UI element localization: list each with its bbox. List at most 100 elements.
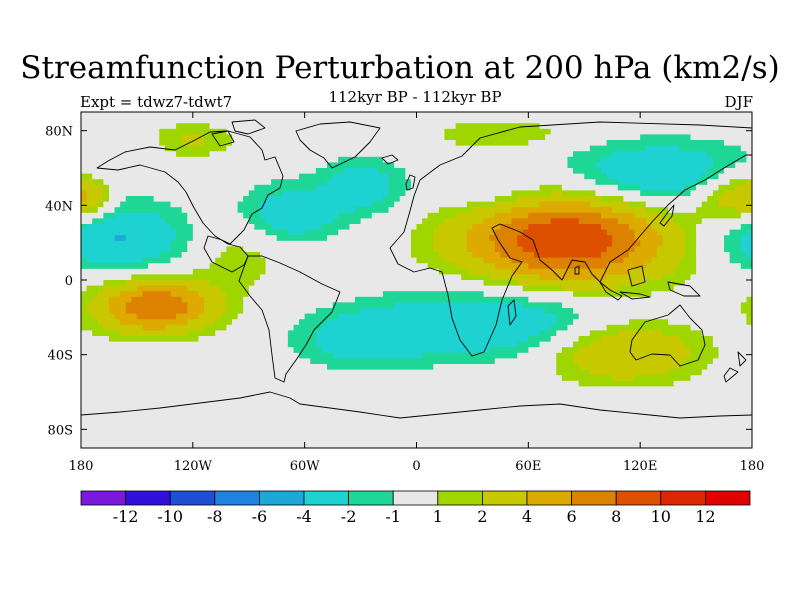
field-cell <box>606 229 636 236</box>
colorbar-swatch <box>571 490 617 506</box>
field-cell <box>606 274 664 281</box>
colorbar-swatch <box>125 490 171 506</box>
field-cell <box>81 201 99 208</box>
field-cell <box>612 207 647 214</box>
field-cell <box>729 229 747 236</box>
field-cell <box>170 291 200 298</box>
lon-tick-label: 60W <box>290 459 321 474</box>
field-cell <box>707 168 725 175</box>
lon-tick-label: 180 <box>740 459 765 474</box>
field-cell <box>539 341 574 348</box>
field-cell <box>315 330 541 337</box>
field-cell <box>606 324 692 331</box>
field-cell <box>231 319 300 326</box>
field-cell <box>701 369 752 376</box>
field-cell <box>388 190 406 197</box>
field-cell <box>394 302 524 309</box>
field-cell <box>483 218 513 225</box>
field-cell <box>321 347 490 354</box>
field-cell <box>360 218 423 225</box>
field-cell <box>628 252 658 259</box>
field-cell <box>332 302 395 309</box>
field-cell <box>176 123 211 130</box>
field-cell <box>176 313 200 320</box>
lat-tick-label: 0 <box>65 274 73 289</box>
field-cell <box>81 302 88 309</box>
field-cell <box>539 274 608 281</box>
field-cell <box>573 151 613 158</box>
field-cell <box>684 280 752 287</box>
field-cell <box>271 179 328 186</box>
field-cell <box>696 252 731 259</box>
field-cell <box>668 369 703 376</box>
field-cell <box>444 218 485 225</box>
field-cell <box>81 403 752 410</box>
field-cell <box>662 330 703 337</box>
field-cell <box>243 196 267 203</box>
field-cell <box>226 128 446 135</box>
field-cell <box>511 257 624 264</box>
colorbar-label: -4 <box>296 507 312 526</box>
field-cell <box>114 235 127 242</box>
field-cell <box>159 212 188 219</box>
field-cell <box>645 280 686 287</box>
field-cell <box>103 184 110 191</box>
field-cell <box>612 240 641 247</box>
field-cell <box>120 291 144 298</box>
field-cell <box>528 336 552 343</box>
field-cell <box>427 212 457 219</box>
field-cell <box>634 246 658 253</box>
field-cell <box>494 212 529 219</box>
field-cell <box>209 123 457 130</box>
field-cell <box>740 235 752 242</box>
field-cell <box>81 308 88 315</box>
field-cell <box>405 168 574 175</box>
field-cell <box>539 184 563 191</box>
field-cell <box>92 330 121 337</box>
field-cell <box>81 380 580 387</box>
field-cell <box>265 229 289 236</box>
field-cell <box>81 123 177 130</box>
field-cell <box>81 207 88 214</box>
field-cell <box>81 414 752 421</box>
field-cell <box>645 207 669 214</box>
field-cell <box>561 347 580 354</box>
field-cell <box>192 224 255 231</box>
field-cell <box>332 218 362 225</box>
field-cell <box>81 134 160 141</box>
field-cell <box>623 196 708 203</box>
field-cell <box>360 308 546 315</box>
field-cell <box>690 190 714 197</box>
field-cell <box>265 196 384 203</box>
field-cell <box>746 319 752 326</box>
field-cell <box>181 252 222 259</box>
field-cell <box>237 207 261 214</box>
field-cell <box>226 296 244 303</box>
field-cell <box>142 324 166 331</box>
field-cell <box>601 336 680 343</box>
field-cell <box>612 151 708 158</box>
field-cell <box>81 352 300 359</box>
field-cell <box>651 257 680 264</box>
field-cell <box>718 173 752 180</box>
field-cell <box>483 280 518 287</box>
field-cell <box>589 201 630 208</box>
field-cell <box>690 347 720 354</box>
field-cell <box>187 246 227 253</box>
field-cell <box>394 162 569 169</box>
field-cell <box>573 358 686 365</box>
field-cell <box>528 140 608 147</box>
field-cell <box>293 324 323 331</box>
colorbar-label: 8 <box>611 507 621 526</box>
colorbar-swatch <box>660 490 706 506</box>
field-cell <box>332 173 390 180</box>
field-cell <box>483 291 574 298</box>
field-cell <box>550 218 580 225</box>
field-cell <box>489 235 518 242</box>
field-cell <box>81 156 339 163</box>
field-cell <box>740 212 752 219</box>
field-cell <box>287 341 317 348</box>
field-cell <box>181 207 239 214</box>
field-cell <box>578 336 602 343</box>
field-cell <box>679 145 742 152</box>
